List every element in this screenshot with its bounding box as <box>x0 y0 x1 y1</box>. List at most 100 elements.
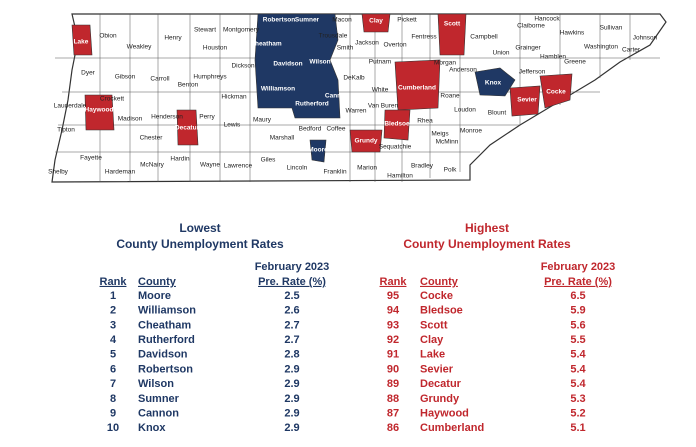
period: February 2023 <box>541 261 616 273</box>
county-label: Grainger <box>515 45 541 52</box>
county-label: Grundy <box>354 138 377 145</box>
county-label: Weakley <box>127 44 153 51</box>
rate: 5.2 <box>570 408 585 420</box>
county-label: Crockett <box>100 96 124 103</box>
rank: 92 <box>387 334 399 346</box>
rate: 2.7 <box>284 319 299 331</box>
county-label: Robertson <box>263 17 296 24</box>
county-label: Lewis <box>224 122 241 129</box>
rank: 9 <box>110 408 116 420</box>
rate: 2.5 <box>284 290 299 302</box>
county-label: Campbell <box>470 34 498 41</box>
table-subtitle: County Unemployment Rates <box>403 237 571 251</box>
county-label: Lauderdale <box>54 103 87 110</box>
county-label: Smith <box>337 45 354 52</box>
rate: 2.8 <box>284 349 299 361</box>
county-label: Overton <box>383 42 407 49</box>
county-label: Giles <box>261 157 277 164</box>
county-label: Decatur <box>175 125 200 132</box>
county: Clay <box>420 334 444 346</box>
table-title: Highest <box>465 221 509 235</box>
county-label: Van Buren <box>368 103 399 110</box>
county-label: White <box>372 87 389 94</box>
county-label: Lake <box>74 39 89 46</box>
county-label: Trousdale <box>319 33 348 40</box>
rate: 2.9 <box>284 393 299 405</box>
county-label: Roane <box>440 93 460 100</box>
county-label: Obion <box>99 33 117 40</box>
column-header: Rank <box>380 276 408 288</box>
county-label: Hancock <box>534 16 560 23</box>
rank: 6 <box>110 363 116 375</box>
rank: 7 <box>110 378 116 390</box>
rate: 5.4 <box>570 349 586 361</box>
county-label: Monroe <box>460 128 482 135</box>
county-label: Tipton <box>57 127 75 134</box>
county-label: Hamblen <box>540 54 566 61</box>
county-label: Sequatchie <box>379 144 412 151</box>
county-label: Coffee <box>326 126 345 133</box>
rank: 93 <box>387 319 399 331</box>
rank: 90 <box>387 363 399 375</box>
county: Robertson <box>138 363 193 375</box>
rate: 5.5 <box>570 334 585 346</box>
county-label: Jackson <box>355 40 379 47</box>
county: Williamson <box>138 305 196 317</box>
county: Cheatham <box>138 319 191 331</box>
county-label: Lawrence <box>224 163 253 170</box>
county: Decatur <box>420 378 462 390</box>
rank: 10 <box>107 422 119 434</box>
county: Sumner <box>138 393 180 405</box>
column-header: Pre. Rate (%) <box>258 276 326 288</box>
county-label: Greene <box>564 59 586 66</box>
county-label: Carroll <box>150 76 170 83</box>
county-label: Lincoln <box>287 165 308 172</box>
column-header: County <box>420 276 459 288</box>
rank: 94 <box>387 305 400 317</box>
rate: 5.1 <box>570 422 585 434</box>
county-label: Fentress <box>411 34 437 41</box>
county-label: DeKalb <box>343 75 365 82</box>
county-label: Hawkins <box>560 30 585 37</box>
county: Cumberland <box>420 422 484 434</box>
rate: 5.4 <box>570 378 586 390</box>
rank: 89 <box>387 378 399 390</box>
rate: 2.9 <box>284 422 299 434</box>
county-label: Dickson <box>231 63 255 70</box>
rank: 88 <box>387 393 399 405</box>
county-label: Maury <box>253 117 272 124</box>
state-outline <box>51 13 667 183</box>
county-label: Henry <box>164 35 182 42</box>
rate: 6.5 <box>570 290 585 302</box>
county-label: Carter <box>622 47 641 54</box>
county-label: McNairy <box>140 162 165 169</box>
county-label: Dyer <box>81 70 96 77</box>
county-label: Hamilton <box>387 173 413 180</box>
county-label: Scott <box>444 21 461 28</box>
county-label: Bradley <box>411 163 434 170</box>
county-label: Morgan <box>434 60 456 67</box>
county-label: Pickett <box>397 17 417 24</box>
county-label: Chester <box>140 135 164 142</box>
county-label: Davidson <box>273 61 302 68</box>
county-label: Cocke <box>546 89 566 96</box>
county: Moore <box>138 290 171 302</box>
county-label: Knox <box>485 80 502 87</box>
county-label: Rutherford <box>295 101 329 108</box>
rate: 2.9 <box>284 408 299 420</box>
county-label: Gibson <box>115 74 136 81</box>
county-label: Benton <box>178 82 199 89</box>
rank: 8 <box>110 393 116 405</box>
county-label: Anderson <box>449 67 477 74</box>
rate: 2.9 <box>284 363 299 375</box>
rank: 2 <box>110 305 116 317</box>
county: Sevier <box>420 363 454 375</box>
column-header: County <box>138 276 177 288</box>
county: Bledsoe <box>420 305 463 317</box>
county-label: Blount <box>488 110 507 117</box>
county-label: Wilson <box>309 59 330 66</box>
county-label: Franklin <box>323 169 347 176</box>
county-label: Humphreys <box>193 74 227 81</box>
